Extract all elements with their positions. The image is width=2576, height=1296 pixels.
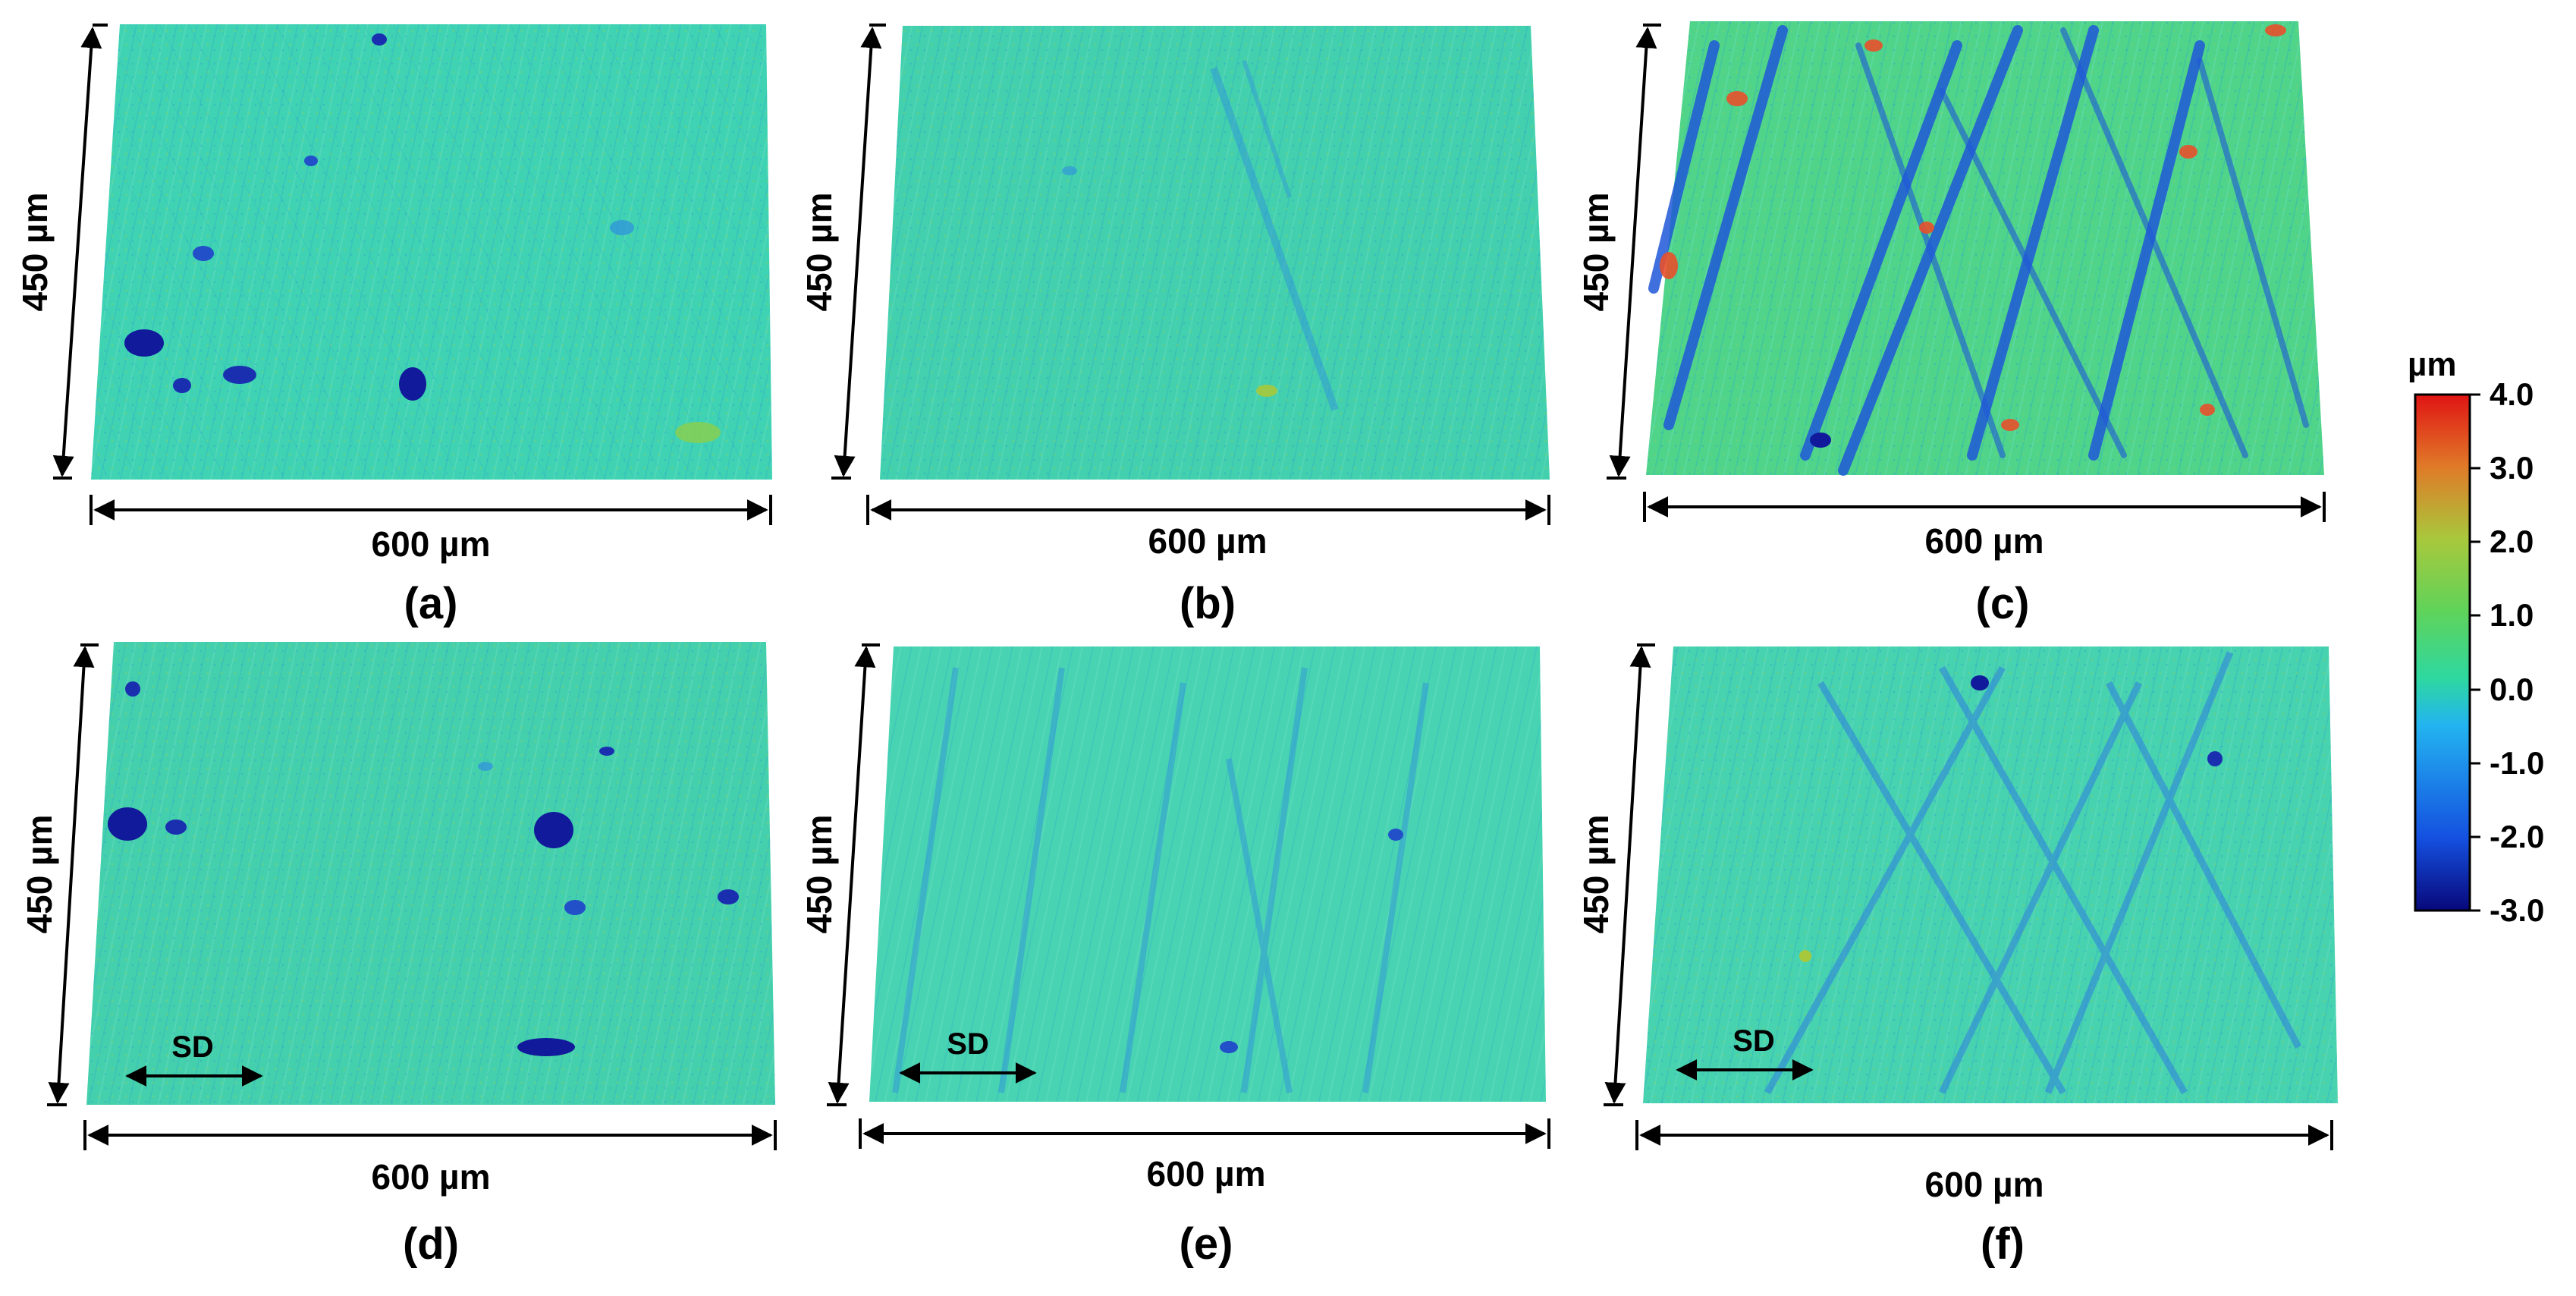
panel-c-caption: (c) [1975,579,2030,628]
panel-d-width-label: 600 µm [371,1157,491,1197]
panel-a-surface [91,24,772,480]
colorbar-tick-label: -3.0 [2490,892,2545,928]
panel-f-surface [1643,646,2338,1103]
panel-f-caption: (f) [1981,1219,2025,1269]
panel-a-width-label: 600 µm [371,524,491,564]
colorbar-tick-label: 2.0 [2490,524,2534,559]
panel-e-width-label: 600 µm [1146,1154,1266,1194]
panel-f-width-label: 600 µm [1924,1165,2044,1204]
panel-e-height-label: 450 µm [800,814,839,934]
dimension-arrows [47,24,2333,1150]
panel-b-width-label: 600 µm [1148,521,1268,561]
panel-b-height-label: 450 µm [800,192,839,312]
colorbar-ticks [2470,393,2480,912]
colorbar-unit: µm [2408,346,2457,383]
panel-f-height-label: 450 µm [1576,814,1616,934]
panel-a-height-label: 450 µm [15,192,55,312]
panel-f-sd-label: SD [1733,1024,1775,1058]
panel-a-caption: (a) [404,579,458,628]
panel-b-caption: (b) [1179,579,1236,628]
panel-c-width-label: 600 µm [1924,521,2044,561]
panel-d-height-label: 450 µm [20,814,59,934]
panel-c-height-label: 450 µm [1576,192,1616,312]
panel-c-surface [1646,21,2324,476]
panel-d-caption: (d) [402,1219,460,1269]
colorbar-tick-label: -1.0 [2490,745,2545,781]
panel-e-sd-label: SD [947,1027,989,1061]
colorbar-tick-label: 0.0 [2490,672,2534,707]
colorbar-tick-label: 3.0 [2490,450,2534,486]
pit-marker [124,329,164,357]
colorbar-tick-label: 1.0 [2490,597,2534,633]
colorbar-tick-label: 4.0 [2490,376,2534,412]
panel-d-surface [86,642,775,1105]
colorbar-tick-label: -2.0 [2490,819,2545,854]
colorbar [2414,393,2471,912]
panel-d-sd-label: SD [171,1030,214,1064]
panel-b-surface [880,26,1550,480]
panel-e-surface [869,646,1546,1102]
panel-e-caption: (e) [1179,1219,1233,1269]
